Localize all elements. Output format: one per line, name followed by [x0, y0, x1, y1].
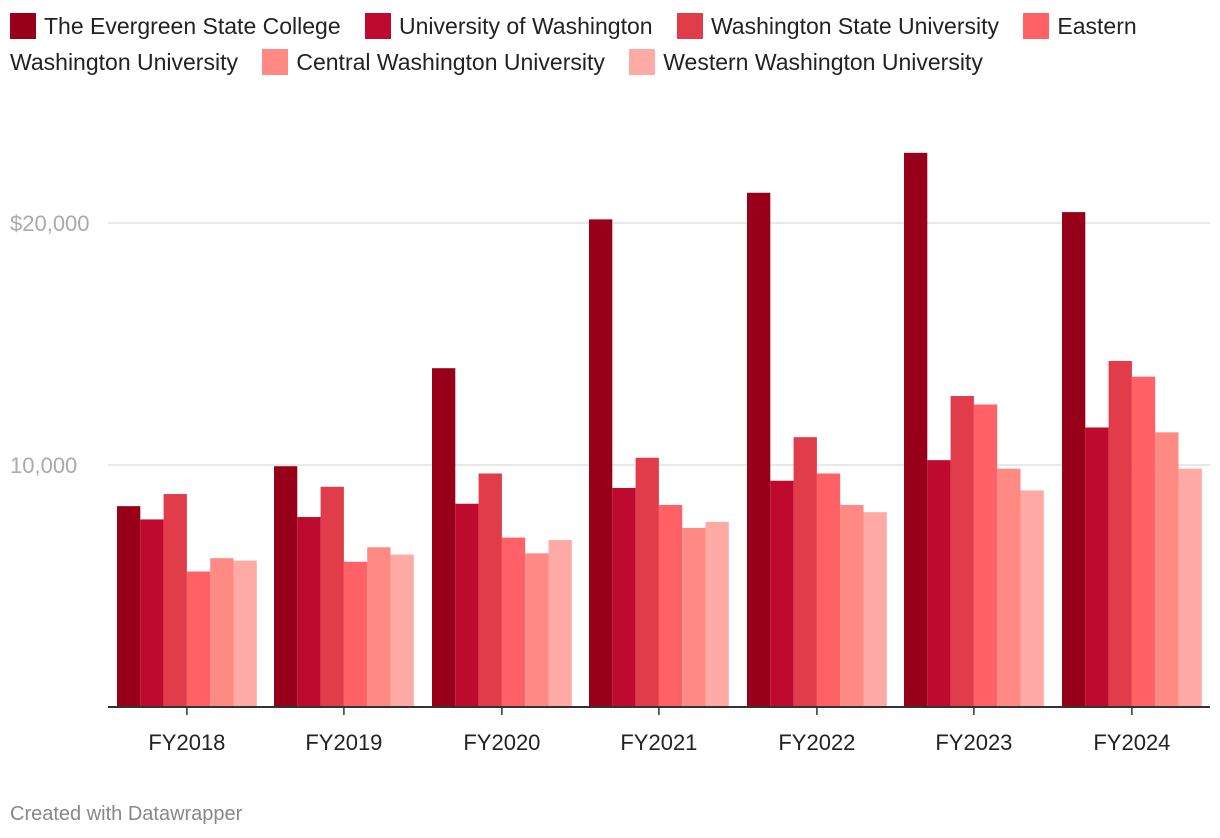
x-tick-label: FY2021	[620, 730, 697, 755]
x-tick-label: FY2024	[1093, 730, 1170, 755]
bar	[210, 558, 234, 707]
legend-item: University of Washington	[365, 13, 653, 39]
bar	[1131, 376, 1156, 707]
legend-swatch	[676, 13, 703, 39]
legend-swatch	[629, 49, 656, 75]
legend-label: Washington State University	[710, 13, 999, 39]
bar	[320, 486, 344, 707]
legend-item: Washington State University	[676, 13, 999, 39]
legend-label: Central Washington University	[296, 49, 605, 75]
legend-item: Eastern Washington University	[10, 13, 1137, 75]
y-tick-label: $20,000	[10, 211, 90, 236]
bar	[297, 517, 321, 707]
bar	[770, 480, 794, 707]
bar	[1020, 490, 1044, 707]
bar	[589, 219, 613, 707]
bar	[973, 404, 998, 707]
bar	[997, 468, 1021, 707]
bar	[816, 473, 841, 707]
bar	[455, 503, 479, 707]
legend-swatch	[365, 13, 392, 39]
y-tick-label: 10,000	[10, 453, 77, 478]
bar	[793, 437, 817, 707]
bar	[501, 537, 526, 707]
legend-item: Western Washington University	[629, 49, 983, 75]
bar	[274, 466, 298, 707]
legend-label: Western Washington University	[663, 49, 983, 75]
footer-credit[interactable]: Created with Datawrapper	[10, 803, 243, 825]
bar	[1178, 468, 1202, 707]
legend-item: Central Washington University	[262, 49, 605, 75]
bar	[233, 560, 257, 707]
bar	[682, 527, 706, 707]
bar	[658, 504, 683, 707]
bar	[747, 192, 771, 707]
legend-label: The Evergreen State College	[44, 13, 341, 39]
legend-swatch	[1023, 13, 1050, 39]
bar	[1155, 432, 1179, 707]
bar	[863, 512, 887, 707]
legend: The Evergreen State College University o…	[10, 8, 1205, 80]
bar	[904, 152, 928, 707]
bar	[367, 547, 391, 707]
legend-item: The Evergreen State College	[10, 13, 341, 39]
x-tick-label: FY2018	[148, 730, 225, 755]
bar	[343, 561, 368, 707]
bar	[1108, 360, 1132, 707]
bar	[525, 553, 549, 707]
legend-label: Eastern Washington University	[10, 13, 1137, 75]
bar	[432, 368, 456, 707]
bar	[140, 519, 164, 707]
x-tick-label: FY2022	[778, 730, 855, 755]
bar	[186, 571, 211, 707]
bar	[840, 504, 864, 707]
x-tick-label: FY2019	[305, 730, 382, 755]
x-tick-label: FY2023	[935, 730, 1012, 755]
legend-label: University of Washington	[399, 13, 653, 39]
bar	[163, 494, 187, 707]
bar	[390, 554, 414, 707]
x-tick-label: FY2020	[463, 730, 540, 755]
bar	[1062, 212, 1086, 708]
bar	[950, 396, 974, 707]
bar	[117, 506, 141, 707]
bar	[635, 457, 659, 707]
bar	[705, 521, 729, 707]
legend-swatch	[10, 13, 36, 39]
legend-swatch	[262, 49, 289, 75]
bar	[548, 540, 572, 707]
bar	[612, 487, 636, 707]
bar	[1085, 427, 1109, 707]
bar	[478, 473, 502, 707]
bar	[927, 460, 951, 707]
